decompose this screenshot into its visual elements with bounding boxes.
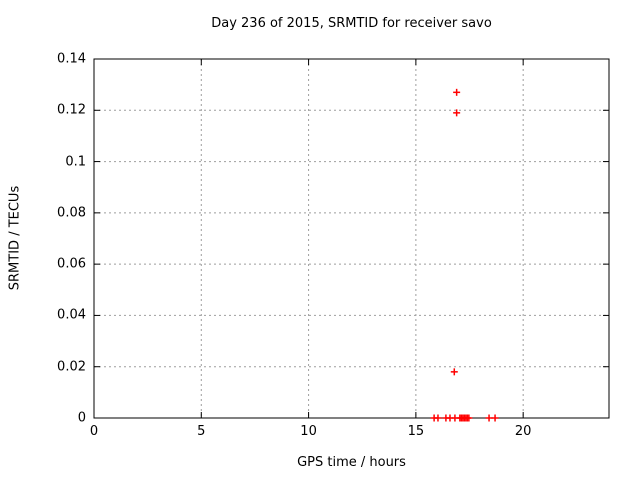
x-tick-label: 10: [300, 424, 317, 439]
y-tick-label: 0.12: [57, 102, 86, 118]
plot-frame: [93, 58, 610, 419]
x-tick-label: 5: [197, 424, 206, 439]
y-tick-label: 0.06: [57, 256, 86, 272]
y-tick-label: 0.14: [57, 51, 86, 67]
y-tick-label: 0: [77, 410, 86, 426]
chart-title: Day 236 of 2015, SRMTID for receiver sav…: [211, 16, 492, 31]
x-axis-label: GPS time / hours: [297, 455, 406, 470]
x-tick-label: 15: [407, 424, 425, 439]
y-tick-label: 0.04: [57, 307, 86, 323]
y-axis-label: SRMTID / TECUs: [7, 185, 23, 291]
x-tick-label: 0: [89, 424, 99, 439]
y-tick-label: 0.1: [65, 154, 86, 170]
y-tick-label: 0.08: [57, 205, 86, 221]
x-tick-label: 20: [514, 424, 532, 439]
y-tick-label: 0.02: [57, 359, 86, 375]
